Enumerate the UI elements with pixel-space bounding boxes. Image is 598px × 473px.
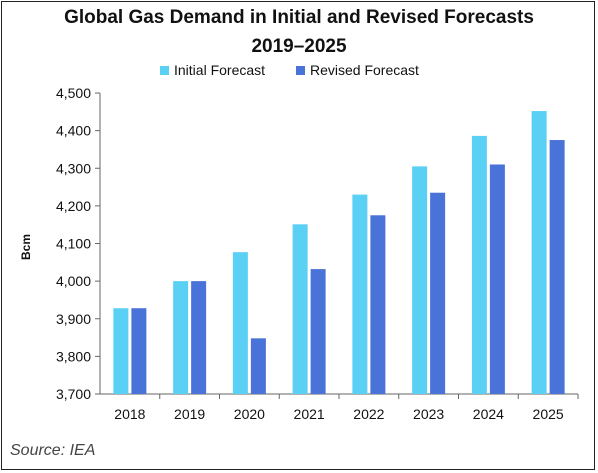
y-axis: 3,700 3,800 3,900 4,000 4,100 4,200 4,300 4,400…: [56, 85, 101, 402]
y-tick-label: 4,400: [56, 123, 91, 139]
bar-revised-2023: [430, 192, 446, 394]
y-tick-label: 4,200: [56, 198, 91, 214]
legend-label-revised: Revised Forecast: [310, 62, 419, 78]
bar-initial-2022: [352, 194, 368, 394]
legend-swatch-revised: [296, 66, 305, 75]
x-tick-label: 2023: [413, 406, 444, 422]
x-tick-label: 2021: [294, 406, 325, 422]
y-tick-label: 3,900: [56, 311, 91, 327]
bar-revised-2025: [549, 140, 565, 394]
bar-revised-2024: [489, 164, 505, 394]
y-tick-label: 4,000: [56, 273, 91, 289]
y-axis-label: Bcm: [19, 234, 33, 260]
bar-initial-2018: [113, 308, 129, 394]
bar-initial-2021: [292, 224, 308, 394]
x-tick-label: 2025: [533, 406, 564, 422]
legend-label-initial: Initial Forecast: [174, 62, 265, 78]
bar-revised-2020: [250, 338, 266, 394]
y-tick-label: 4,500: [56, 85, 91, 101]
x-tick-label: 2019: [174, 406, 205, 422]
x-tick-label: 2024: [473, 406, 504, 422]
bar-revised-2019: [191, 281, 207, 394]
source-note: Source: IEA: [10, 442, 96, 459]
y-tick-label: 4,100: [56, 236, 91, 252]
bar-revised-2018: [131, 308, 147, 394]
legend: Initial Forecast Revised Forecast: [160, 62, 419, 78]
legend-swatch-initial: [160, 66, 169, 75]
chart-subtitle: 2019–2025: [251, 36, 347, 57]
chart-title: Global Gas Demand in Initial and Revised…: [64, 7, 534, 28]
bar-initial-2020: [232, 252, 248, 394]
y-tick-label: 4,300: [56, 160, 91, 176]
x-tick-label: 2018: [114, 406, 145, 422]
y-tick-label: 3,700: [56, 386, 91, 402]
x-axis: 2018 2019 2020 2021 2022 2023 2024 2025: [100, 393, 579, 422]
bar-initial-2024: [471, 135, 487, 394]
bar-initial-2023: [412, 166, 428, 394]
bar-revised-2022: [370, 215, 386, 394]
x-tick-label: 2022: [353, 406, 384, 422]
bar-revised-2021: [310, 269, 326, 394]
bar-initial-2019: [173, 281, 189, 394]
x-tick-label: 2020: [234, 406, 265, 422]
bars: [113, 111, 565, 394]
bar-initial-2025: [531, 111, 547, 394]
y-tick-label: 3,800: [56, 348, 91, 364]
